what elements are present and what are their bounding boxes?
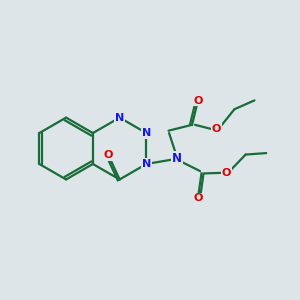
Text: N: N — [142, 128, 151, 138]
Text: N: N — [115, 112, 124, 123]
Text: O: O — [222, 168, 231, 178]
Text: O: O — [193, 194, 203, 203]
Text: O: O — [212, 124, 221, 134]
Text: O: O — [104, 150, 113, 160]
Text: O: O — [193, 96, 203, 106]
Text: N: N — [142, 159, 151, 169]
Text: N: N — [172, 152, 182, 165]
